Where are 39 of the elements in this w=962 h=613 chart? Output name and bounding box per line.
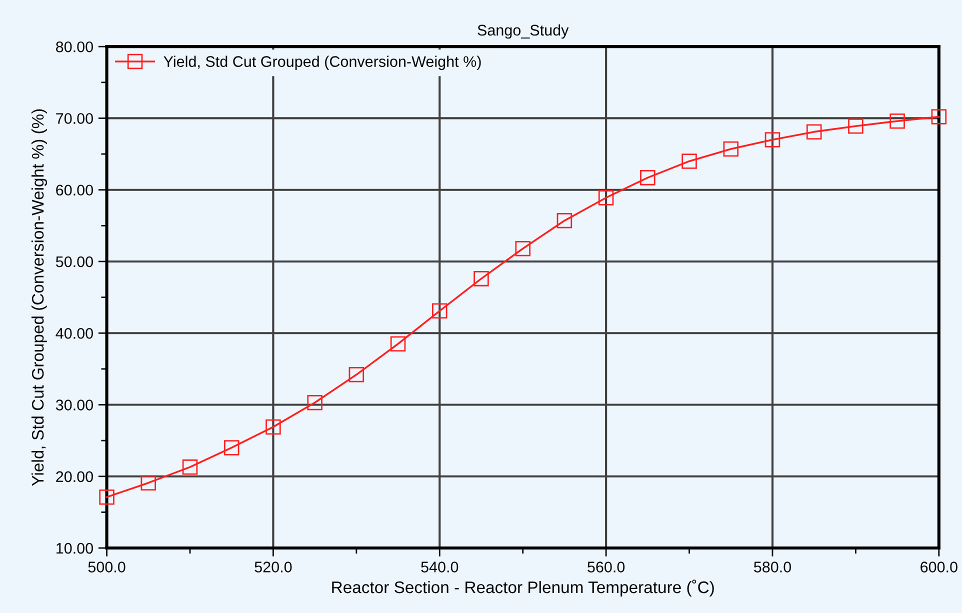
x-axis-title: Reactor Section - Reactor Plenum Temperature (˚C) <box>332 580 714 597</box>
x-tick-label: 560.0 <box>588 562 625 572</box>
point <box>764 132 780 148</box>
point <box>931 109 947 124</box>
x-tick-label: 580.0 <box>754 562 792 572</box>
x-tick-label: 520.0 <box>254 562 292 572</box>
point <box>723 141 739 157</box>
point <box>224 440 240 456</box>
point <box>182 459 198 475</box>
point <box>390 336 406 352</box>
point <box>682 154 697 169</box>
chart-title: Sango_Study <box>478 24 569 39</box>
point <box>307 394 322 410</box>
point <box>474 271 489 286</box>
point <box>348 367 364 382</box>
point <box>806 124 822 140</box>
point <box>140 475 156 490</box>
legend-label: Yield, Std Cut Grouped (Conversion-Weight %) <box>164 56 481 70</box>
y-tick-label: 40.00 <box>56 328 93 339</box>
point <box>556 213 572 228</box>
x-tick-label: 500.0 <box>88 562 126 572</box>
point <box>890 113 905 129</box>
point <box>432 303 448 319</box>
y-tick-label: 20.00 <box>56 471 93 482</box>
y-tick-label: 80.00 <box>56 41 93 52</box>
y-tick-label: 10.00 <box>56 542 93 554</box>
y-tick-label: 30.00 <box>56 400 93 410</box>
x-tick-label: 540.0 <box>421 562 458 572</box>
point <box>99 490 114 505</box>
point <box>515 240 530 256</box>
point <box>848 118 864 134</box>
y-tick-label: 70.00 <box>56 113 93 124</box>
y-tick-label: 60.00 <box>56 184 93 196</box>
x-tick-label: 600.0 <box>920 562 958 572</box>
point <box>598 190 614 206</box>
y-axis-title: Yield, Std Cut Grouped (Conversion-Weight %) (%) <box>31 109 48 486</box>
y-tick-label: 50.00 <box>56 256 93 268</box>
point <box>640 170 656 186</box>
point <box>266 419 281 435</box>
